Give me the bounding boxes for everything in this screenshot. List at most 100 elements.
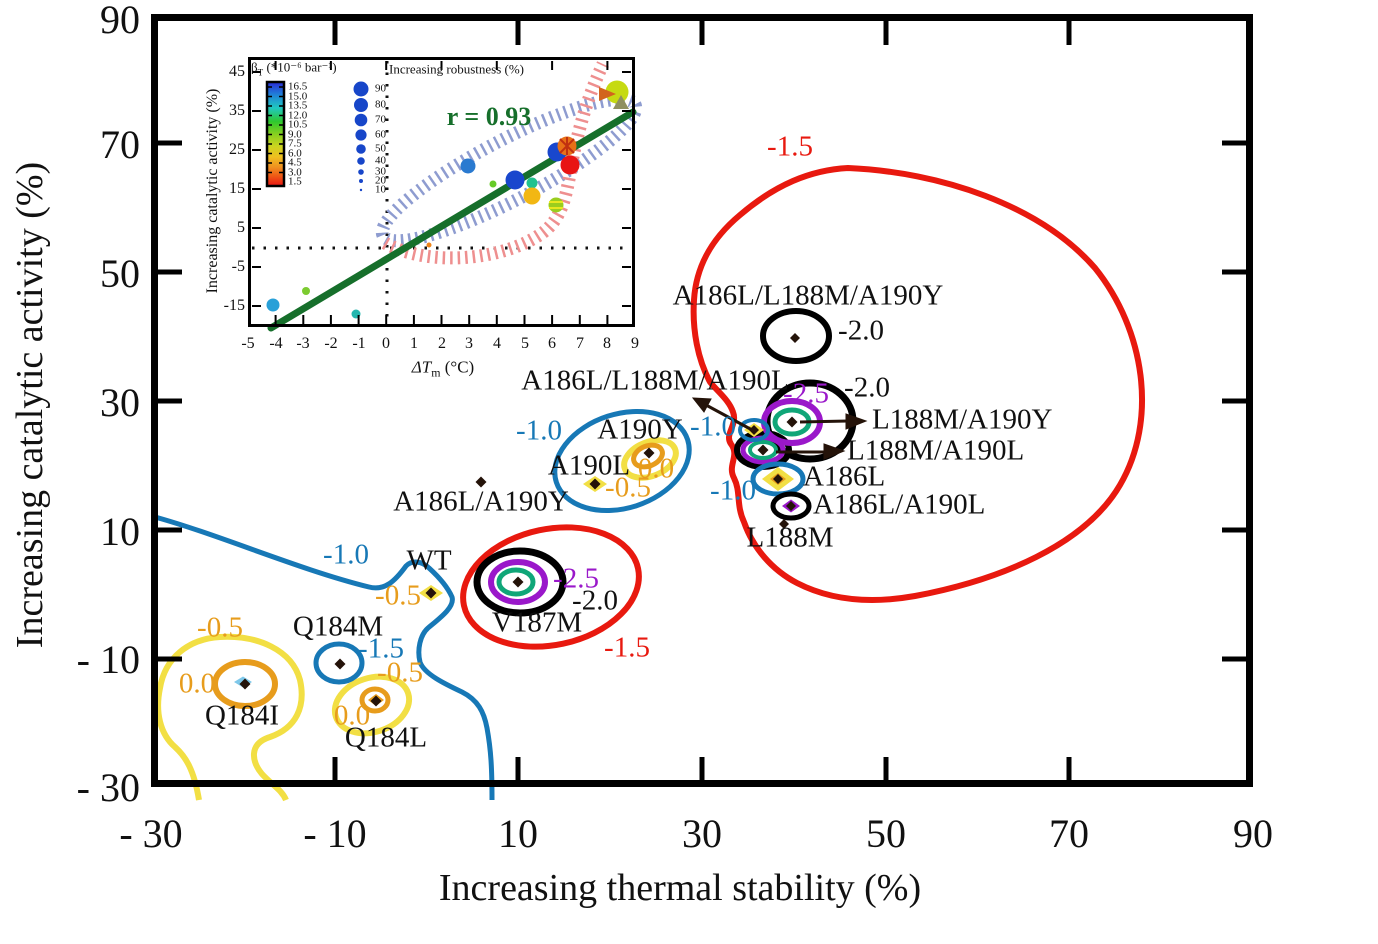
contour-label-n10-cluster-top: -1.0 [690, 410, 736, 443]
size-tick-10: 10 [375, 183, 386, 196]
label-l188m-a190l: L188M/A190L [847, 434, 1025, 467]
contour-yellow-a190y [621, 437, 679, 481]
label-l188m: L188M [746, 521, 834, 554]
inset-colorbar-title: βT (*10⁻⁶ bar⁻¹) [251, 61, 337, 78]
inset-x-tick-0: 0 [382, 335, 390, 352]
inset-background [248, 57, 635, 327]
contour-teal-v187m [496, 567, 536, 597]
inset-x-axis-title: ΔTm (°C) [412, 358, 474, 379]
contour-label-n10-a190: -1.0 [516, 414, 562, 447]
inset-x-title-sub: m [431, 365, 441, 380]
inset-x-tick-3: 3 [465, 335, 473, 352]
inset-y-tick-25: 25 [229, 141, 245, 158]
contour-orange-q184l [359, 686, 391, 714]
inset-frame [248, 57, 635, 327]
contour-label-n05-q184l: -0.5 [377, 656, 423, 689]
y-tick-10: 10 [100, 509, 140, 554]
contour-label-n10-main: -1.0 [323, 538, 369, 571]
contour-black-triple-y [760, 308, 832, 364]
x-tick-n10: - 10 [303, 811, 367, 856]
label-v187m: V187M [491, 606, 583, 639]
colorbar-units: (*10⁻⁶ bar⁻¹) [263, 59, 337, 75]
inset-y-tick-15: 15 [229, 180, 245, 197]
beta-symbol: β [251, 59, 258, 75]
contour-blue-a186l [750, 461, 806, 497]
inset-x-tick-2: 2 [438, 335, 446, 352]
inset-points [266, 80, 629, 319]
inset-size-legend-bubbles [353, 81, 369, 192]
cb-tick-105: 10.5 [288, 118, 308, 131]
x-tick-90: 90 [1233, 811, 1273, 856]
contour-label-n20-v187m: -2.0 [572, 584, 618, 617]
inset-x-tick-n2: -2 [324, 335, 338, 352]
inset-x-tick-4: 4 [493, 335, 501, 352]
contour-label-00-q184i: 0.0 [178, 667, 216, 700]
cb-tick-90: 9.0 [288, 128, 302, 140]
y-tick-30: 30 [100, 380, 140, 425]
inset-x-tick-5: 5 [521, 335, 529, 352]
contour-orange-a190y [631, 442, 665, 470]
main-frame [151, 14, 1253, 787]
contour-label-n20-cluster: -2.0 [844, 371, 890, 404]
inset-y-tick-45: 45 [229, 63, 245, 80]
label-a186l-a190l: A186L/A190L [813, 488, 986, 521]
inset-y-tick-n15: -15 [223, 297, 245, 314]
contour-yellow-q184i [155, 633, 305, 802]
contour-blue-main [154, 514, 495, 801]
point-a186l-l188m-a190y [790, 333, 800, 343]
contour-label-n10-cluster-low: -1.0 [710, 474, 756, 507]
contour-label-00-q184l: 0.0 [333, 699, 371, 732]
y-tick-50: 50 [100, 251, 140, 296]
inset-x-tick-6: 6 [548, 335, 556, 352]
cb-tick-75: 7.5 [288, 137, 302, 150]
inset-r-label: r = 0.93 [446, 102, 532, 131]
contour-yellow-q184l [331, 673, 413, 737]
point-v187m [512, 576, 524, 588]
annotation-arrows [691, 397, 868, 460]
size-tick-40: 40 [375, 154, 386, 167]
y-tick-n10: - 10 [76, 637, 140, 682]
label-a186l: A186L [803, 460, 886, 493]
inset-x-tick-n3: -3 [296, 335, 310, 352]
contour-label-n20-top: -2.0 [838, 314, 884, 347]
inset-x-tick-1: 1 [410, 335, 418, 352]
inset-y-tick-n5: -5 [231, 258, 245, 275]
cb-tick-120: 12.0 [288, 109, 308, 121]
contour-black-v187m [473, 547, 567, 617]
label-l188m-a190y: L188M/A190Y [872, 403, 1053, 436]
contour-blue-a190 [552, 408, 692, 514]
label-q184l: Q184L [344, 721, 428, 754]
contour-red-v187m [460, 524, 642, 650]
inset-colorbar-ticks [267, 86, 284, 174]
size-tick-50: 50 [375, 142, 386, 155]
x-tick-50: 50 [866, 811, 906, 856]
cb-tick-45: 4.5 [288, 156, 302, 169]
y-tick-90: 90 [100, 0, 140, 42]
label-a190l: A190L [547, 449, 631, 482]
cb-tick-15: 1.5 [288, 175, 302, 188]
contour-label-n25-cluster: -2.5 [783, 377, 829, 410]
cb-tick-150: 15.0 [288, 90, 308, 102]
size-tick-60: 60 [375, 128, 386, 141]
cb-tick-165: 16.5 [288, 80, 308, 93]
inset-x-tick-n5: -5 [241, 335, 255, 352]
cb-tick-60: 6.0 [288, 147, 302, 159]
inset-triangle-olive [613, 95, 629, 109]
contour-black-a186l-a190l [770, 491, 812, 521]
inset-x-tick-8: 8 [603, 335, 611, 352]
contour-label-n15-kidney: -1.5 [767, 130, 813, 163]
contour-label-n05-wt: -0.5 [375, 579, 421, 612]
size-tick-80: 80 [375, 98, 386, 111]
main-ticks [158, 21, 1246, 781]
inset-y-tick-35: 35 [229, 102, 245, 119]
main-x-axis-title: Increasing thermal stability (%) [438, 867, 922, 909]
contour-purple-v187m [488, 559, 548, 605]
inset-robustness-title: Increasing robustness (%) [389, 61, 525, 77]
contour-label-n05-q184i: -0.5 [197, 611, 243, 644]
contour-label-n15-q184m: -1.5 [358, 632, 404, 665]
inset-y-axis-title: Increasing catalytic activity (%) [204, 88, 221, 294]
contour-orange-q184i [212, 659, 278, 709]
contour-teal-cluster-low [748, 440, 778, 460]
